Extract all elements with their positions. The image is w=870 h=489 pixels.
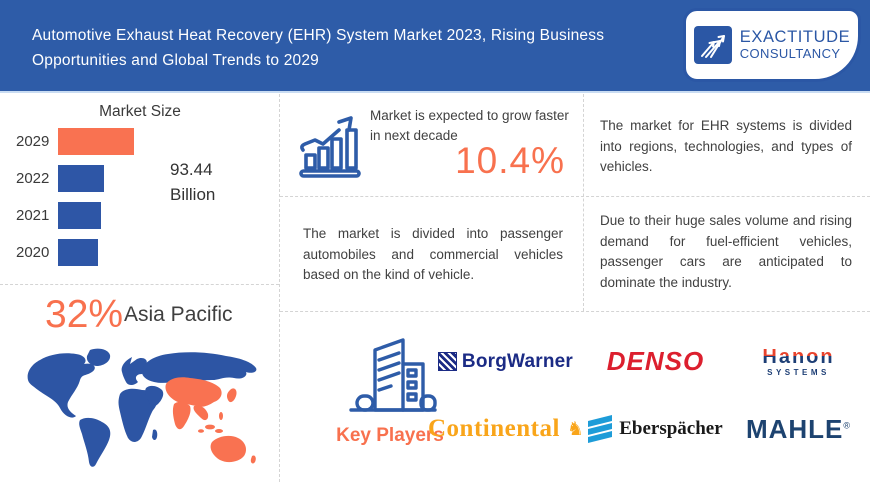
bar-row-2020: 2020 [16,239,266,266]
exactitude-logo-text: EXACTITUDE CONSULTANCY [740,28,851,61]
bar-row-2021: 2021 [16,202,266,229]
divider-horizontal-left [0,284,279,285]
insight-vehicles: The market is divided into passenger aut… [303,226,563,283]
hanon-wordmark: Hanon [762,345,835,368]
logo-mahle: MAHLE® [727,396,870,464]
bar-year-label: 2029 [16,133,50,150]
eberspaecher-wordmark: Eberspächer [619,418,723,440]
mahle-registered-mark: ® [843,420,852,431]
bar-chart-rows: 2029 2022 2021 2020 [16,128,266,276]
denso-wordmark: DENSO [606,346,705,377]
hanon-systems-subtext: SYSTEMS [767,367,830,377]
key-players-building-icon [343,328,439,425]
growth-caption: Market is expected to grow faster in nex… [370,108,569,144]
bar-year-label: 2021 [16,207,50,224]
key-players-label: Key Players [336,425,444,446]
page-title: Automotive Exhaust Heat Recovery (EHR) S… [32,27,605,69]
logo-eberspaecher: Eberspächer [584,396,727,464]
logo-continental: Continental ♞ [428,396,584,464]
chart-title: Market Size [99,103,181,120]
bar-2022 [58,165,104,192]
continental-wordmark: Continental [428,415,560,443]
growth-chart-icon [298,108,366,187]
borgwarner-icon [437,352,457,372]
bar-2021 [58,202,101,229]
map-base-continents [27,348,257,467]
region-name: Asia Pacific [124,303,233,326]
region-share-value: 32% [45,293,124,336]
bar-2029 [58,128,134,155]
logo-word-exactitude: EXACTITUDE [739,28,851,47]
continental-horse-icon: ♞ [566,418,584,440]
mahle-wordmark: MAHLE® [745,413,852,444]
borgwarner-wordmark: BorgWarner [461,350,574,372]
exactitude-logo-card: EXACTITUDE CONSULTANCY [683,8,861,82]
divider-horizontal-mid [280,196,870,197]
bar-2020 [58,239,98,266]
growth-rate-value: 10.4% [455,140,565,181]
bar-row-2029: 2029 [16,128,266,155]
logo-hanon: Hanon SYSTEMS [727,328,870,396]
divider-vertical-right [583,94,584,311]
logo-borgwarner: BorgWarner [428,328,584,396]
bar-year-label: 2022 [16,170,50,187]
divider-horizontal-players [280,311,870,312]
bar-row-2022: 2022 [16,165,266,192]
divider-vertical-left [279,94,280,482]
insight-regions: The market for EHR systems is divided in… [600,118,852,175]
world-map [24,344,268,477]
key-players-logo-grid: BorgWarner DENSO Hanon SYSTEMS Continent… [428,328,870,463]
map-asia-pacific-highlight [165,377,256,464]
header-banner: Automotive Exhaust Heat Recovery (EHR) S… [0,0,870,91]
logo-denso: DENSO [584,328,727,396]
chart-value-label: 93.44 Billion [170,160,216,204]
logo-word-consultancy: CONSULTANCY [739,45,841,61]
header-underline [0,91,870,93]
exactitude-arrows-icon [693,26,732,64]
bar-year-label: 2020 [16,244,50,261]
insight-demand: Due to their huge sales volume and risin… [600,213,852,290]
eberspaecher-icon [588,415,613,444]
